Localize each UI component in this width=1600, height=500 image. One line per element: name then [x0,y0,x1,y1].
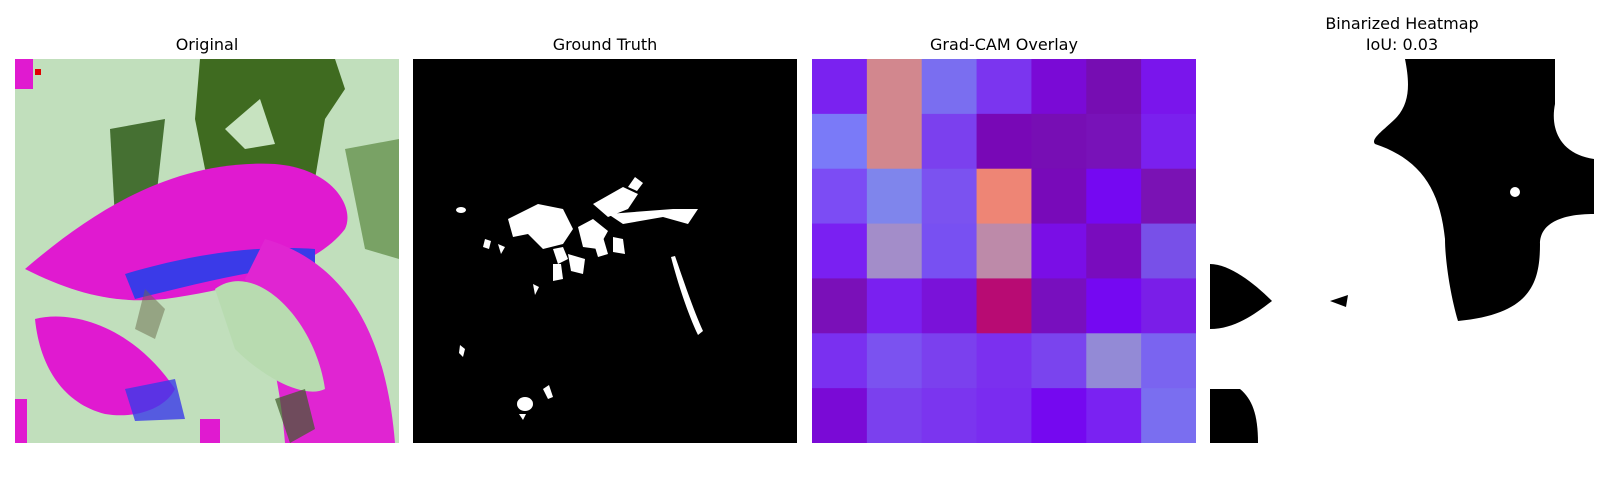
heatmap-cell-r4-c4 [1031,278,1087,334]
heatmap-cell-r1-c3 [976,113,1032,170]
ground-truth-mask [413,59,797,443]
heatmap-cell-r5-c0 [812,333,868,389]
heatmap-cell-r2-c4 [1031,168,1087,225]
original-title: Original [175,35,239,54]
heatmap-cell-r3-c6 [1141,223,1196,279]
heatmap-cell-r5-c4 [1031,333,1087,389]
heatmap-cell-r3-c1 [866,223,923,279]
heatmap-cell-r5-c5 [1086,333,1142,389]
heatmap-cell-r5-c1 [866,333,923,389]
heatmap-cell-r5-c2 [921,333,978,389]
heatmap-cell-r4-c3 [976,278,1032,334]
heatmap-cell-r2-c3 [976,168,1032,225]
heatmap-cell-r4-c6 [1141,278,1196,334]
heatmap-cell-r6-c5 [1086,388,1142,443]
heatmap-cell-r1-c0 [812,113,868,170]
heatmap-cell-r0-c4 [1031,59,1087,115]
heatmap-cell-r4-c0 [812,278,868,334]
mask-regions [456,177,703,420]
heatmap-cell-r2-c2 [921,168,978,225]
heatmap-cell-r2-c5 [1086,168,1142,225]
heatmap-cell-r3-c0 [812,223,868,279]
heatmap-cell-r5-c3 [976,333,1032,389]
heatmap-cell-r3-c3 [976,223,1032,279]
heatmap-cell-r6-c4 [1031,388,1087,443]
heatmap-cell-r0-c1 [866,59,923,115]
heatmap-cell-r4-c2 [921,278,978,334]
heatmap-cell-r1-c4 [1031,113,1087,170]
binarized-heatmap [1210,59,1594,443]
binarized-regions [1210,59,1594,443]
heatmap-cell-r1-c5 [1086,113,1142,170]
iou-label: IoU: 0.03 [1365,35,1439,54]
heatmap-cell-r2-c6 [1141,168,1196,225]
heatmap-cell-r3-c5 [1086,223,1142,279]
heatmap-cell-r2-c1 [866,168,923,225]
binarized-title: Binarized Heatmap [1325,14,1479,33]
binarized-heatmap-svg [1210,59,1594,443]
gradcam-overlay [812,59,1196,443]
heatmap-cell-r1-c1 [866,113,923,170]
heatmap-cell-r6-c0 [812,388,868,443]
ground-truth-svg [413,59,797,443]
gradcam-title: Grad-CAM Overlay [930,35,1078,54]
heatmap-cell-r6-c2 [921,388,978,443]
heatmap-cell-r3-c4 [1031,223,1087,279]
original-image-svg [15,59,399,443]
heatmap-cell-r1-c6 [1141,113,1196,170]
heatmap-cell-r4-c5 [1086,278,1142,334]
heatmap-cell-r0-c2 [921,59,978,115]
heatmap-cell-r0-c3 [976,59,1032,115]
heatmap-cell-r0-c5 [1086,59,1142,115]
heatmap-cell-r0-c6 [1141,59,1196,115]
heatmap-cell-r6-c1 [866,388,923,443]
heatmap-cell-r5-c6 [1141,333,1196,389]
heatmap-cell-r0-c0 [812,59,868,115]
heatmap-cell-r1-c2 [921,113,978,170]
heatmap-cell-r6-c3 [976,388,1032,443]
gradcam-heatmap-svg [812,59,1196,443]
binarized-hole [1510,187,1520,197]
heatmap-cell-r3-c2 [921,223,978,279]
heatmap-cell-r2-c0 [812,168,868,225]
original-image [15,59,399,443]
heatmap-cell-r4-c1 [866,278,923,334]
ground-truth-title: Ground Truth [552,35,658,54]
heatmap-cell-r6-c6 [1141,388,1196,443]
